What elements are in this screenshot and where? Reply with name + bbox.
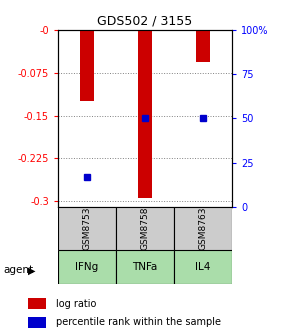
Bar xyxy=(58,207,116,250)
Text: GSM8753: GSM8753 xyxy=(82,207,92,250)
Title: GDS502 / 3155: GDS502 / 3155 xyxy=(97,15,193,28)
Bar xyxy=(80,30,94,101)
Text: GSM8758: GSM8758 xyxy=(140,207,150,250)
Bar xyxy=(116,250,174,284)
Bar xyxy=(196,30,210,61)
Bar xyxy=(116,207,174,250)
Bar xyxy=(174,207,232,250)
Text: agent: agent xyxy=(3,265,33,276)
Bar xyxy=(28,298,46,309)
Bar xyxy=(174,250,232,284)
Text: IL4: IL4 xyxy=(195,262,211,272)
Text: TNFa: TNFa xyxy=(132,262,158,272)
Text: log ratio: log ratio xyxy=(56,299,97,308)
Text: IFNg: IFNg xyxy=(75,262,99,272)
Bar xyxy=(138,30,152,198)
Text: percentile rank within the sample: percentile rank within the sample xyxy=(56,317,221,327)
Bar xyxy=(58,250,116,284)
Text: ▶: ▶ xyxy=(28,265,35,276)
Text: GSM8763: GSM8763 xyxy=(198,207,208,250)
Bar xyxy=(28,317,46,328)
